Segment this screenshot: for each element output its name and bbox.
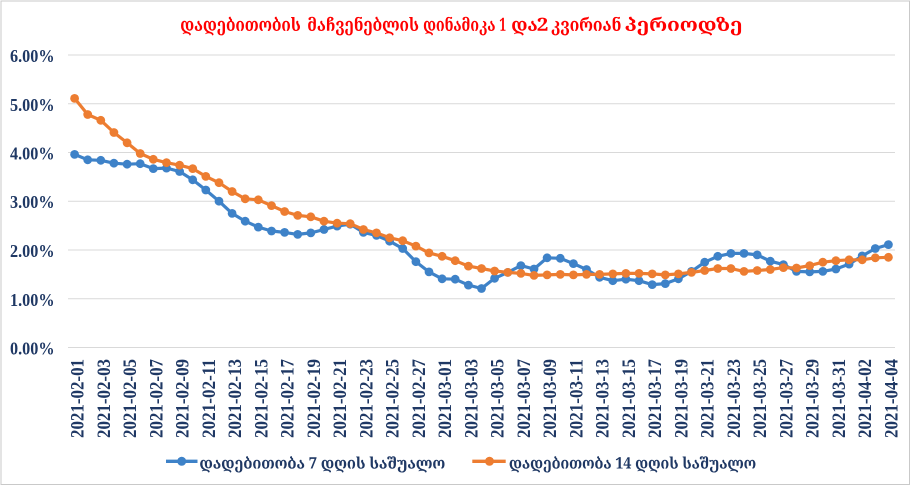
svg-text:2021-02-17: 2021-02-17: [279, 359, 299, 438]
svg-text:2021-02-07: 2021-02-07: [147, 359, 167, 438]
svg-text:4.00%: 4.00%: [10, 144, 55, 164]
svg-text:2021-02-01: 2021-02-01: [69, 359, 89, 438]
svg-text:2021-02-11: 2021-02-11: [200, 359, 220, 438]
svg-text:2021-03-23: 2021-03-23: [725, 359, 745, 438]
svg-text:5.00%: 5.00%: [10, 95, 55, 115]
svg-text:2021-03-17: 2021-03-17: [646, 359, 666, 438]
svg-text:2021-03-03: 2021-03-03: [462, 359, 482, 438]
svg-text:2021-03-25: 2021-03-25: [751, 359, 771, 438]
svg-text:2021-03-21: 2021-03-21: [699, 359, 719, 438]
svg-text:2021-02-23: 2021-02-23: [357, 359, 377, 438]
svg-text:2021-02-13: 2021-02-13: [226, 359, 246, 438]
svg-text:2021-02-21: 2021-02-21: [331, 359, 351, 438]
svg-text:3.00%: 3.00%: [10, 192, 55, 212]
svg-text:2021-02-05: 2021-02-05: [121, 359, 141, 438]
svg-text:6.00%: 6.00%: [10, 46, 55, 66]
svg-text:2021-03-11: 2021-03-11: [567, 359, 587, 438]
svg-text:2021-02-09: 2021-02-09: [174, 359, 194, 438]
svg-text:2021-02-25: 2021-02-25: [384, 359, 404, 438]
svg-text:2021-02-19: 2021-02-19: [305, 359, 325, 438]
svg-text:2021-02-15: 2021-02-15: [252, 359, 272, 438]
svg-text:2021-04-02: 2021-04-02: [856, 359, 876, 438]
svg-text:2021-04-04: 2021-04-04: [882, 359, 902, 438]
svg-text:2021-03-19: 2021-03-19: [672, 359, 692, 438]
svg-text:2021-03-09: 2021-03-09: [541, 359, 561, 438]
svg-text:2021-03-27: 2021-03-27: [777, 359, 797, 438]
svg-text:2021-03-07: 2021-03-07: [515, 359, 535, 438]
svg-text:2021-03-29: 2021-03-29: [804, 359, 824, 438]
svg-text:2021-02-03: 2021-02-03: [95, 359, 115, 438]
svg-text:0.00%: 0.00%: [10, 339, 55, 359]
svg-text:2.00%: 2.00%: [10, 241, 55, 261]
svg-text:2021-02-27: 2021-02-27: [410, 359, 430, 438]
svg-text:2021-03-01: 2021-03-01: [436, 359, 456, 438]
svg-text:2021-03-31: 2021-03-31: [830, 359, 850, 438]
svg-text:2021-03-15: 2021-03-15: [620, 359, 640, 438]
svg-text:1.00%: 1.00%: [10, 290, 55, 310]
svg-text:2021-03-13: 2021-03-13: [594, 359, 614, 438]
svg-text:2021-03-05: 2021-03-05: [489, 359, 509, 438]
